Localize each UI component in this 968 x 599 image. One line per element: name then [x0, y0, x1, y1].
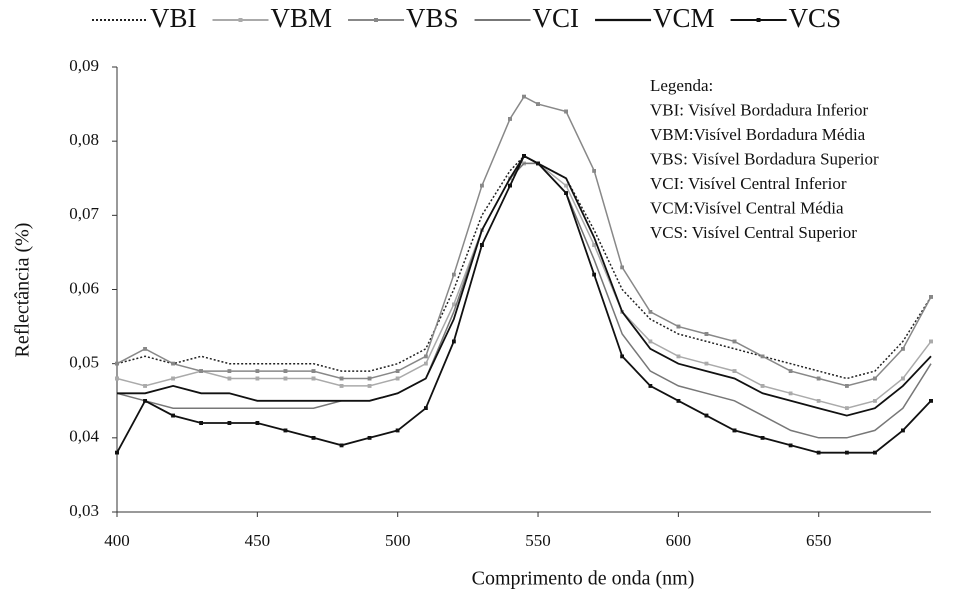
legend-label: VCS: [789, 3, 842, 33]
y-tick-label: 0,04: [69, 427, 99, 446]
legend-label: VCM: [653, 3, 715, 33]
series-line: [115, 154, 933, 455]
y-tick-label: 0,08: [69, 130, 99, 149]
legend-label: VCI: [533, 3, 580, 33]
legend-label: VBI: [150, 3, 197, 33]
x-tick-label: 650: [806, 531, 832, 550]
x-axis-label: Comprimento de onda (nm): [472, 568, 695, 590]
x-tick-label: 600: [666, 531, 692, 550]
annotation: VCM:Visível Central Média: [650, 198, 844, 217]
y-tick-label: 0,03: [69, 501, 99, 520]
annotation: VCS: Visível Central Superior: [650, 223, 857, 242]
annotation: VBM:Visível Bordadura Média: [650, 125, 866, 144]
annotation: VCI: Visível Central Inferior: [650, 174, 847, 193]
y-tick-label: 0,06: [69, 278, 99, 297]
y-tick-label: 0,09: [69, 56, 99, 75]
y-axis-label: Reflectância (%): [12, 223, 34, 358]
x-tick-label: 550: [525, 531, 551, 550]
x-tick-label: 500: [385, 531, 411, 550]
annotation: VBS: Visível Bordadura Superior: [650, 149, 879, 168]
legend-label: VBS: [406, 3, 459, 33]
annotation: Legenda:: [650, 76, 713, 95]
annotation: VBI: Visível Bordadura Inferior: [650, 100, 869, 119]
x-tick-label: 400: [104, 531, 130, 550]
legend-label: VBM: [271, 3, 333, 33]
y-tick-label: 0,07: [69, 204, 99, 223]
y-tick-label: 0,05: [69, 353, 99, 372]
x-tick-label: 450: [245, 531, 271, 550]
